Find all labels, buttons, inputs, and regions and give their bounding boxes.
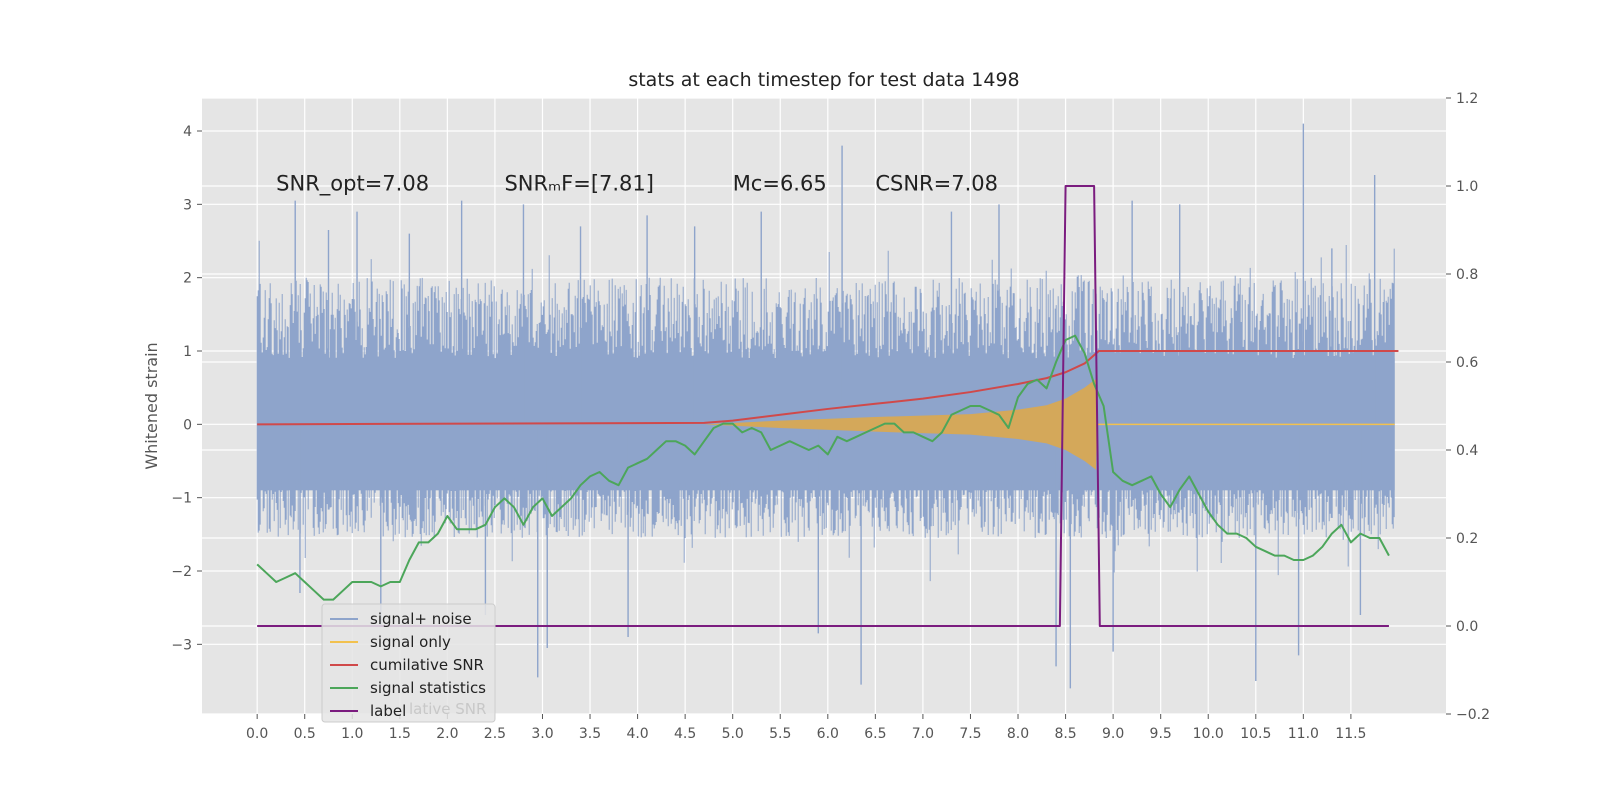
legend-label: signal+ noise — [370, 610, 472, 628]
axes: 0.0 0.5 1.0 1.5 2.0 2.5 3.0 3.5 4.0 4.5 5.0 5.5 6.0 6… — [171, 91, 1490, 742]
x-tick-label: 11.0 — [1288, 726, 1319, 742]
annotation-text: Mᴄ=6.65 — [733, 171, 827, 195]
x-tick-label: 2.5 — [484, 726, 506, 742]
x-tick-label: 10.5 — [1240, 726, 1271, 742]
legend-label: label — [370, 702, 406, 720]
y-tick-label: −3 — [171, 637, 192, 653]
x-tick-label: 6.5 — [864, 726, 886, 742]
y-tick-label: 0 — [183, 417, 192, 433]
y-tick-label: 1 — [183, 344, 192, 360]
y-tick-label: 3 — [183, 197, 192, 213]
annotation-text: CSNR=7.08 — [875, 171, 998, 195]
x-tick-label: 9.5 — [1150, 726, 1172, 742]
legend-ghost-text: lative SNR — [409, 700, 486, 718]
signal-only-envelope — [257, 378, 1399, 470]
x-tick-label: 9.0 — [1102, 726, 1124, 742]
annotations: SNR_opt=7.08 SNRₘF=[7.81] Mᴄ=6.65 CSNR=7.08 — [276, 171, 998, 196]
y-axis-title: Whitened strain — [142, 342, 161, 469]
y2-tick-label: 0.6 — [1456, 355, 1478, 371]
y2-tick-label: 1.2 — [1456, 91, 1478, 107]
x-tick-label: 3.5 — [579, 726, 601, 742]
x-tick-label: 1.5 — [389, 726, 411, 742]
y-tick-label: −1 — [171, 491, 192, 507]
legend-label: cumilative SNR — [370, 656, 484, 674]
x-tick-label: 8.5 — [1054, 726, 1076, 742]
x-tick-label: 7.5 — [959, 726, 981, 742]
y2-tick-label: 0.8 — [1456, 267, 1478, 283]
data-series — [256, 123, 1399, 689]
signal-statistics-line — [256, 334, 1390, 601]
y2-tick-label: 0.2 — [1456, 531, 1478, 547]
x-tick-label: 7.0 — [912, 726, 934, 742]
y2-tick-label: 0.0 — [1456, 619, 1478, 635]
y-tick-label: −2 — [171, 564, 192, 580]
annotation-text: SNRₘF=[7.81] — [504, 171, 654, 195]
y2-tick-label: 1.0 — [1456, 179, 1478, 195]
x-tick-label: 0.5 — [294, 726, 316, 742]
legend-label: signal only — [370, 633, 451, 651]
y2-tick-label: 0.4 — [1456, 443, 1478, 459]
x-tick-label: 2.0 — [436, 726, 458, 742]
y-tick-label: 4 — [183, 124, 192, 140]
x-tick-label: 5.0 — [722, 726, 744, 742]
label-line — [257, 185, 1389, 627]
legend: lative SNR signal+ noise signal only cumila… — [321, 603, 496, 723]
x-tick-label: 4.0 — [626, 726, 648, 742]
x-tick-label: 6.0 — [817, 726, 839, 742]
annotation-text: SNR_opt=7.08 — [276, 171, 429, 196]
x-tick-label: 10.0 — [1193, 726, 1224, 742]
legend-label: signal statistics — [370, 679, 486, 697]
x-tick-label: 0.0 — [246, 726, 268, 742]
x-tick-label: 5.5 — [769, 726, 791, 742]
x-tick-label: 1.0 — [341, 726, 363, 742]
legend-box — [321, 603, 496, 723]
chart-title: stats at each timestep for test data 149… — [628, 69, 1019, 91]
x-tick-label: 4.5 — [674, 726, 696, 742]
x-tick-label: 11.5 — [1335, 726, 1366, 742]
cumulative-snr-line — [257, 350, 1399, 426]
x-tick-label: 3.0 — [531, 726, 553, 742]
y2-tick-label: −0.2 — [1456, 707, 1490, 723]
x-tick-label: 8.0 — [1007, 726, 1029, 742]
y-tick-label: 2 — [183, 271, 192, 287]
